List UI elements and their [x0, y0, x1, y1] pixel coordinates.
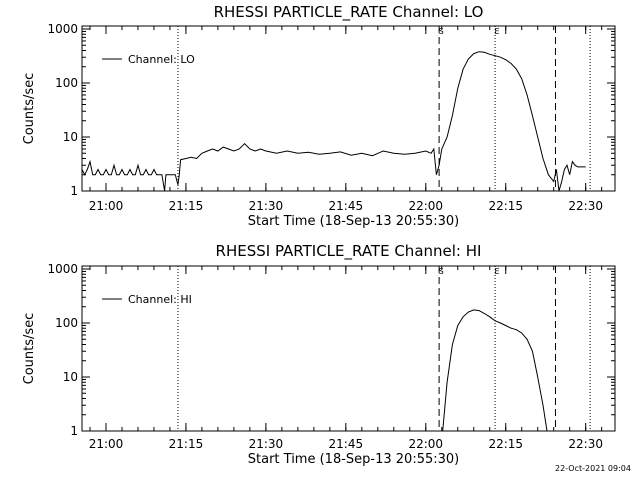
chart-panel-1: RHESSI PARTICLE_RATE Channel: LO Start Ti… — [22, 3, 616, 229]
y-tick-label: 10 — [63, 370, 78, 384]
plot-frame — [81, 265, 616, 432]
annotation-label: S — [439, 267, 444, 276]
x-tick-label: 22:30 — [568, 437, 603, 451]
y-tick-label: 1 — [70, 184, 78, 198]
x-tick-label: 22:15 — [488, 437, 523, 451]
y-tick-label: 10 — [63, 130, 78, 144]
annotation-label: E — [495, 267, 500, 276]
legend-label: Channel: HI — [128, 293, 192, 306]
x-tick-label: 21:15 — [169, 437, 204, 451]
chart-title: RHESSI PARTICLE_RATE Channel: LO — [214, 3, 484, 22]
x-tick-label: 22:00 — [408, 199, 443, 213]
y-tick-label: 1 — [70, 424, 78, 438]
x-tick-label: 22:00 — [408, 437, 443, 451]
annotation-label: S — [439, 27, 444, 36]
x-axis-label: Start Time (18-Sep-13 20:55:30) — [248, 214, 459, 229]
legend-label: Channel: LO — [128, 53, 195, 66]
y-tick-label: 100 — [55, 316, 78, 330]
x-tick-label: 21:15 — [169, 199, 204, 213]
x-tick-label: 22:30 — [568, 199, 603, 213]
series-line — [442, 309, 548, 432]
x-axis-label: Start Time (18-Sep-13 20:55:30) — [248, 452, 459, 467]
x-tick-label: 21:00 — [89, 199, 124, 213]
x-tick-label: 21:30 — [249, 437, 284, 451]
plot-frame — [81, 25, 616, 192]
x-tick-label: 21:00 — [89, 437, 124, 451]
y-tick-label: 100 — [55, 76, 78, 90]
y-axis-label: Counts/sec — [22, 313, 37, 385]
x-tick-label: 21:30 — [249, 199, 284, 213]
series-line — [81, 51, 586, 192]
annotation-label: E — [495, 27, 500, 36]
x-tick-label: 21:45 — [329, 437, 364, 451]
timestamp: 22-Oct-2021 09:04 — [555, 464, 631, 473]
y-axis-label: Counts/sec — [22, 73, 37, 145]
x-tick-label: 21:45 — [329, 199, 364, 213]
x-tick-label: 22:15 — [488, 199, 523, 213]
chart-title: RHESSI PARTICLE_RATE Channel: HI — [216, 242, 482, 261]
y-tick-label: 1000 — [47, 22, 78, 36]
y-tick-label: 1000 — [47, 262, 78, 276]
chart-panel-2: RHESSI PARTICLE_RATE Channel: HI Start Ti… — [22, 242, 616, 467]
